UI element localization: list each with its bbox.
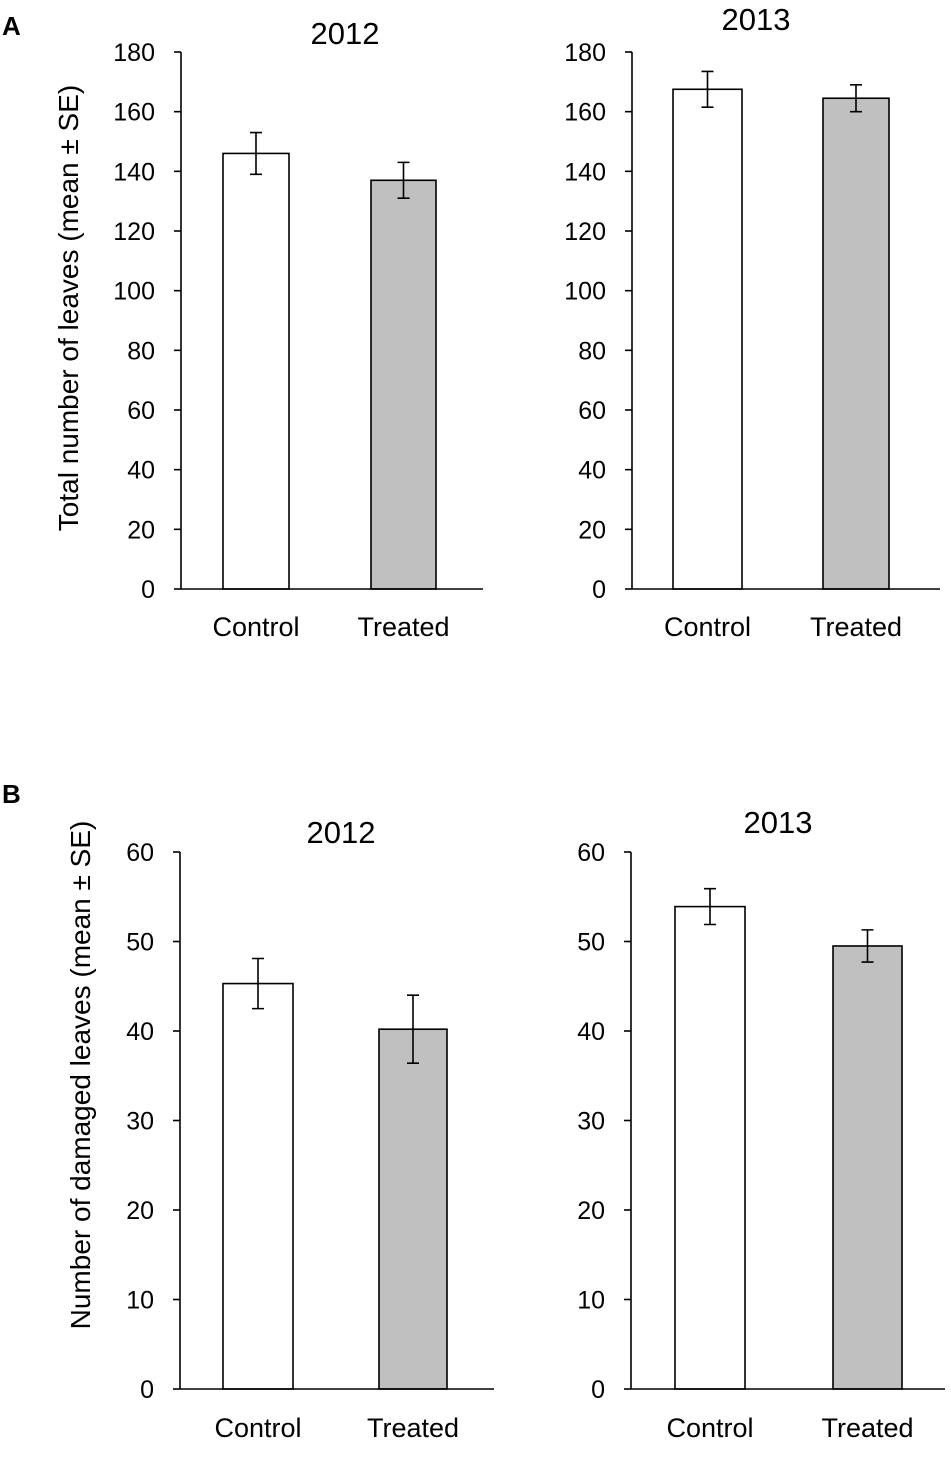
panel-b-2013-bar-treated bbox=[832, 945, 903, 1390]
panel-b-2012-y-tick-label-10: 10 bbox=[126, 1287, 154, 1315]
panel-b-2012-category-label-treated: Treated bbox=[367, 1413, 459, 1443]
panel-a-2012-y-tick-label-160: 160 bbox=[113, 99, 155, 127]
panel-a-2013-category-label-treated: Treated bbox=[810, 612, 902, 642]
panel-a-2013-chart: 2013 Control Treated 0 20 40 60 80 100 120 140 160 1… bbox=[564, 2, 940, 642]
panel-a-2012-y-tick-label-180: 180 bbox=[113, 39, 155, 67]
panel-a-2012-error-bar-control bbox=[250, 131, 262, 176]
panel-letter-b: B bbox=[2, 779, 21, 809]
panel-b-2012-error-bar-treated bbox=[407, 994, 419, 1065]
panel-b-2013-chart: 2013 Control Treated 0 10 20 30 40 50 60 bbox=[577, 805, 945, 1443]
panel-b-2012-y-tick-label-0: 0 bbox=[140, 1376, 154, 1404]
panel-a-2012-y-tick-label-0: 0 bbox=[141, 576, 155, 604]
panel-b-2013-title: 2013 bbox=[744, 805, 813, 840]
panel-b-2012-bar-control bbox=[222, 982, 294, 1390]
panel-a-2012-y-tick-label-80: 80 bbox=[127, 337, 155, 365]
panel-a-2013-y-tick-label-40: 40 bbox=[578, 457, 606, 485]
panel-a-2012-chart: 2012 Control Treated 0 20 40 60 80 100 120 140 160 1… bbox=[113, 16, 483, 642]
panel-a-2012-category-label-treated: Treated bbox=[357, 612, 449, 642]
panel-a-2012-error-bar-treated bbox=[397, 161, 410, 199]
panel-a-2012-y-tick-label-100: 100 bbox=[113, 278, 155, 306]
panel-a-2012-y-tick-label-60: 60 bbox=[127, 397, 155, 425]
panel-b-2013-error-bar-treated bbox=[861, 929, 874, 963]
panel-letter-a: A bbox=[2, 11, 21, 41]
panel-a-2013-error-bar-treated bbox=[850, 84, 862, 113]
panel-b-2012-chart: 2012 Control Treated 0 10 20 30 40 50 60 bbox=[126, 815, 494, 1443]
panel-a-2013-title: 2013 bbox=[722, 2, 791, 37]
panel-a-2013-y-tick-label-60: 60 bbox=[578, 397, 606, 425]
panel-a-2013-error-bar-control bbox=[701, 70, 714, 108]
panel-b-y-axis-label: Number of damaged leaves (mean ± SE) bbox=[65, 821, 96, 1330]
panel-b-2013-y-tick-label-50: 50 bbox=[577, 929, 605, 957]
panel-a-2012-y-tick-label-40: 40 bbox=[127, 457, 155, 485]
panel-a-2013-bar-control bbox=[672, 88, 743, 590]
panel-b-2013-category-label-treated: Treated bbox=[821, 1413, 913, 1443]
panel-b-2013-y-tick-label-10: 10 bbox=[577, 1287, 605, 1315]
panel-b-2012-y-tick-label-60: 60 bbox=[126, 839, 154, 867]
panel-b-2013-y-tick-label-0: 0 bbox=[591, 1376, 605, 1404]
panel-b-2012-y-tick-label-50: 50 bbox=[126, 929, 154, 957]
panel-a-2013-y-tick-label-80: 80 bbox=[578, 337, 606, 365]
panel-b-2012-error-bar-control bbox=[252, 957, 264, 1010]
panel-a-y-axis-label: Total number of leaves (mean ± SE) bbox=[53, 85, 84, 531]
panel-b-2013-error-bar-control bbox=[704, 887, 716, 926]
panel-b-2013-y-tick-label-30: 30 bbox=[577, 1108, 605, 1136]
panel-a-2013-y-tick-label-100: 100 bbox=[564, 278, 606, 306]
panel-b-2013-y-tick-label-40: 40 bbox=[577, 1018, 605, 1046]
panel-b-2012-bar-treated bbox=[378, 1028, 448, 1390]
panel-b-2012-category-label-control: Control bbox=[214, 1413, 301, 1443]
panel-a-2013-y-tick-label-0: 0 bbox=[592, 576, 606, 604]
panel-a-2013-y-tick-label-140: 140 bbox=[564, 158, 606, 186]
panel-a-2013-category-label-control: Control bbox=[664, 612, 751, 642]
panel-b-2012-y-tick-label-20: 20 bbox=[126, 1197, 154, 1225]
panel-a-2012-y-tick-label-140: 140 bbox=[113, 158, 155, 186]
panel-b-2012-title: 2012 bbox=[307, 815, 376, 850]
panel-b-2013-bar-control bbox=[674, 905, 746, 1390]
panel-a-2013-y-tick-label-180: 180 bbox=[564, 39, 606, 67]
panel-a-2012-y-tick-label-20: 20 bbox=[127, 516, 155, 544]
panel-a-2013-y-tick-label-160: 160 bbox=[564, 99, 606, 127]
panel-b-2013-y-tick-label-20: 20 bbox=[577, 1197, 605, 1225]
panel-a-2013-bar-treated bbox=[822, 97, 890, 590]
panel-b-2013-category-label-control: Control bbox=[666, 1413, 753, 1443]
panel-a-2012-category-label-control: Control bbox=[212, 612, 299, 642]
panel-a-2012-title: 2012 bbox=[311, 16, 380, 51]
panel-a-2012-bar-treated bbox=[370, 179, 437, 590]
panel-b-2013-y-tick-label-60: 60 bbox=[577, 839, 605, 867]
panel-b-2012-y-tick-label-30: 30 bbox=[126, 1108, 154, 1136]
panel-a-2012-y-tick-label-120: 120 bbox=[113, 218, 155, 246]
panel-a-2013-y-tick-label-20: 20 bbox=[578, 516, 606, 544]
panel-b-2012-y-tick-label-40: 40 bbox=[126, 1018, 154, 1046]
panel-a-2013-y-tick-label-120: 120 bbox=[564, 218, 606, 246]
panel-a-2012-bar-control bbox=[222, 152, 290, 590]
